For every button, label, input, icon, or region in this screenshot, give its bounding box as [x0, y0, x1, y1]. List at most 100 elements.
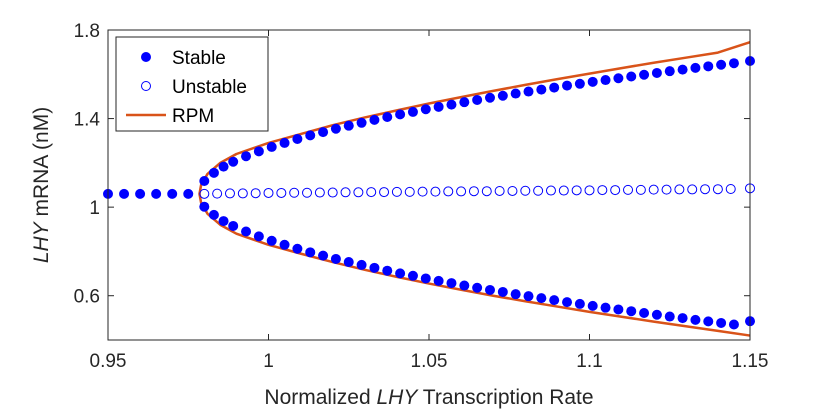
stable-point — [472, 282, 483, 293]
x-axis-label: Normalized LHY Transcription Rate — [264, 386, 593, 409]
stable-point — [241, 151, 252, 162]
stable-point — [587, 300, 598, 311]
stable-point — [459, 280, 470, 291]
stable-point — [574, 78, 585, 89]
y-tick-label: 1.4 — [74, 110, 101, 131]
x-tick-label: 1.1 — [576, 351, 602, 372]
unstable-point — [533, 185, 544, 196]
y-tick-label: 1.8 — [74, 21, 100, 42]
stable-point — [536, 293, 547, 304]
unstable-point — [353, 187, 364, 198]
stable-point — [218, 216, 229, 227]
stable-point — [119, 188, 130, 199]
unstable-point — [391, 186, 402, 197]
stable-point — [292, 243, 303, 254]
unstable-point — [674, 184, 685, 195]
stable-point — [484, 284, 495, 295]
stable-point — [395, 109, 406, 120]
stable-point — [218, 161, 229, 172]
stable-point — [626, 306, 637, 317]
unstable-point — [417, 186, 428, 197]
stable-point — [728, 58, 739, 69]
stable-point — [562, 80, 573, 91]
stable-point — [305, 247, 316, 258]
x-tick-label: 1.15 — [732, 351, 769, 372]
unstable-point — [276, 187, 287, 198]
stable-point — [716, 59, 727, 70]
unstable-series — [199, 183, 755, 199]
stable-point — [199, 201, 210, 212]
legend-marker-unstable — [141, 81, 151, 91]
unstable-point — [302, 187, 313, 198]
unstable-point — [558, 185, 569, 196]
x-axis-label-part: Normalized — [264, 386, 376, 409]
stable-point — [626, 71, 637, 82]
stable-point — [241, 226, 252, 237]
stable-point — [330, 253, 341, 264]
stable-point — [343, 120, 354, 131]
stable-point — [208, 167, 219, 178]
stable-point — [600, 75, 611, 86]
unstable-point — [263, 187, 274, 198]
stable-point — [208, 209, 219, 220]
unstable-point — [712, 184, 723, 195]
stable-point — [549, 82, 560, 93]
y-tick-label: 1 — [89, 198, 100, 219]
unstable-point — [340, 187, 351, 198]
unstable-point — [404, 186, 415, 197]
stable-point — [677, 64, 688, 75]
stable-point — [420, 273, 431, 284]
unstable-point — [250, 188, 261, 199]
x-tick-label: 1.05 — [411, 351, 448, 372]
stable-point — [330, 123, 341, 134]
stable-point — [446, 278, 457, 289]
stable-point — [510, 88, 521, 99]
x-axis-label-part: Transcription Rate — [417, 386, 593, 409]
stable-point — [356, 259, 367, 270]
stable-point — [407, 106, 418, 117]
stable-point — [600, 302, 611, 313]
stable-point — [651, 67, 662, 78]
unstable-point — [456, 186, 467, 197]
x-axis-label-italic: LHY — [376, 386, 419, 409]
stable-point — [690, 62, 701, 73]
y-tick-label: 0.6 — [74, 287, 100, 308]
stable-point — [343, 257, 354, 268]
stable-point — [639, 69, 650, 80]
unstable-point — [212, 188, 223, 199]
unstable-point — [468, 186, 479, 197]
unstable-point — [199, 188, 210, 199]
unstable-point — [687, 184, 698, 195]
stable-point — [279, 137, 290, 148]
stable-series — [103, 56, 755, 330]
stable-point — [536, 84, 547, 95]
stable-point — [253, 146, 264, 157]
unstable-point — [430, 186, 441, 197]
stable-point — [703, 61, 714, 72]
stable-point — [167, 188, 178, 199]
unstable-point — [725, 183, 736, 194]
stable-point — [318, 127, 329, 138]
stable-point — [484, 92, 495, 103]
legend-marker-stable — [141, 52, 151, 62]
stable-point — [135, 188, 146, 199]
unstable-point — [314, 187, 325, 198]
stable-point — [549, 295, 560, 306]
unstable-point — [584, 185, 595, 196]
stable-point — [369, 262, 380, 273]
stable-point — [305, 130, 316, 141]
stable-point — [266, 235, 277, 246]
stable-point — [382, 112, 393, 123]
unstable-point — [648, 184, 659, 195]
stable-point — [446, 99, 457, 110]
stable-point — [433, 101, 444, 112]
stable-point — [433, 275, 444, 286]
unstable-point — [327, 187, 338, 198]
unstable-point — [571, 185, 582, 196]
stable-point — [639, 307, 650, 318]
unstable-point — [700, 184, 711, 195]
stable-point — [199, 176, 210, 187]
stable-point — [562, 297, 573, 308]
stable-point — [651, 309, 662, 320]
unstable-point — [289, 187, 300, 198]
